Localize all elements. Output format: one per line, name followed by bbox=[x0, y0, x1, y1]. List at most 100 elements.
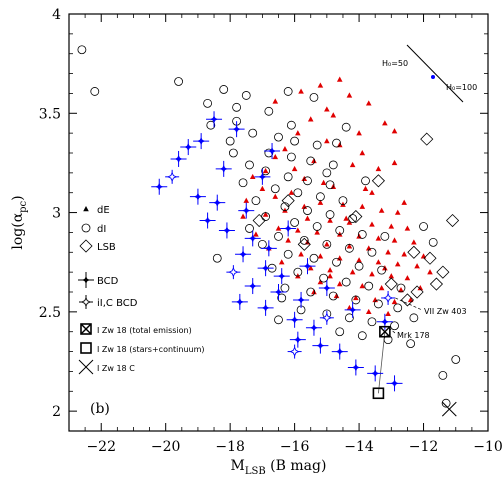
data-point bbox=[362, 185, 369, 191]
data-point bbox=[436, 265, 450, 279]
data-point bbox=[264, 143, 281, 160]
data-point bbox=[275, 225, 282, 231]
data-point bbox=[354, 261, 364, 271]
data-point bbox=[417, 285, 424, 291]
data-point bbox=[331, 343, 348, 360]
data-point bbox=[206, 111, 223, 128]
data-point bbox=[209, 194, 226, 211]
data-point bbox=[338, 196, 348, 206]
data-point bbox=[394, 261, 401, 267]
data-point bbox=[367, 365, 384, 382]
data-point bbox=[244, 230, 261, 247]
data-point bbox=[325, 210, 335, 219]
y-tick-label: 3 bbox=[52, 206, 61, 222]
data-point bbox=[327, 217, 333, 223]
data-point bbox=[336, 255, 343, 261]
legend: dE dI LSB BCD iI,C BCD I Zw 18 (total emissio… bbox=[78, 205, 205, 375]
data-point bbox=[203, 98, 212, 108]
data-point bbox=[291, 165, 298, 172]
data-point bbox=[394, 209, 401, 215]
data-point bbox=[400, 293, 414, 307]
data-point bbox=[218, 222, 235, 239]
legend-marker bbox=[81, 223, 91, 233]
data-point bbox=[385, 310, 391, 317]
data-point bbox=[324, 106, 330, 112]
data-point bbox=[90, 87, 100, 96]
data-point bbox=[290, 218, 300, 227]
data-point bbox=[365, 245, 372, 251]
data-point bbox=[388, 273, 395, 279]
data-point bbox=[351, 295, 361, 305]
axes: −22 −20 −18 −16 −14 −12 −10 2 2.5 3 3.5 4 MLSB (B ma… bbox=[10, 7, 503, 477]
data-point bbox=[348, 214, 358, 223]
data-point bbox=[357, 331, 367, 341]
data-point bbox=[427, 269, 433, 275]
legend-label: I Zw 18 C bbox=[97, 364, 135, 373]
data-point bbox=[335, 327, 345, 337]
legend-marker bbox=[79, 239, 93, 253]
data-point bbox=[356, 233, 362, 239]
legend-item-de: dE bbox=[83, 205, 110, 216]
data-point bbox=[244, 278, 261, 295]
legend-label: BCD bbox=[97, 276, 119, 287]
data-point bbox=[336, 231, 343, 237]
series-ii-c-bcd bbox=[165, 169, 396, 359]
data-point bbox=[299, 258, 316, 275]
data-point bbox=[349, 269, 356, 275]
h0-line bbox=[406, 44, 464, 103]
data-point bbox=[317, 82, 324, 88]
h0-annotation: H₀=50 H₀=100 bbox=[382, 44, 477, 103]
data-point bbox=[301, 203, 308, 209]
data-point bbox=[375, 259, 382, 265]
data-point bbox=[398, 287, 404, 293]
data-point bbox=[282, 207, 288, 213]
data-point bbox=[225, 136, 235, 146]
data-point bbox=[328, 160, 338, 170]
data-point bbox=[317, 279, 324, 285]
legend-marker bbox=[79, 295, 93, 309]
data-point bbox=[451, 355, 461, 364]
data-point bbox=[320, 179, 327, 185]
data-point bbox=[410, 285, 424, 299]
data-point bbox=[232, 102, 242, 112]
data-point bbox=[322, 239, 332, 249]
data-point bbox=[374, 299, 383, 309]
data-point bbox=[356, 257, 362, 263]
data-point bbox=[174, 77, 183, 86]
data-point bbox=[311, 157, 317, 164]
data-point bbox=[341, 122, 351, 132]
x-tick-label: −12 bbox=[409, 439, 439, 455]
data-point bbox=[251, 196, 261, 206]
data-point bbox=[349, 209, 363, 224]
data-point bbox=[193, 133, 210, 150]
legend-marker bbox=[78, 272, 94, 288]
vii-zw-403-label: VII Zw 403 bbox=[424, 307, 467, 316]
data-point bbox=[367, 317, 377, 327]
data-point bbox=[441, 401, 457, 417]
data-point bbox=[170, 150, 187, 167]
data-point bbox=[372, 387, 385, 400]
data-point bbox=[336, 76, 343, 82]
series-de bbox=[240, 76, 433, 317]
data-point bbox=[359, 283, 366, 289]
data-point bbox=[245, 224, 254, 233]
data-point bbox=[252, 213, 266, 228]
data-point bbox=[299, 235, 309, 245]
series-di bbox=[77, 45, 461, 408]
data-point bbox=[257, 299, 274, 316]
data-point bbox=[206, 120, 216, 130]
data-point bbox=[238, 178, 248, 188]
data-point bbox=[364, 281, 374, 291]
data-point bbox=[298, 88, 304, 94]
data-point bbox=[278, 259, 285, 265]
data-point bbox=[293, 188, 303, 198]
data-point bbox=[365, 308, 372, 315]
legend-label: iI,C BCD bbox=[97, 298, 138, 309]
annotations: H₀=50 H₀=100 VII Zw 403 Mrk 178 bbox=[382, 44, 477, 340]
data-point bbox=[303, 206, 312, 215]
data-point bbox=[270, 284, 287, 300]
data-point bbox=[306, 287, 316, 297]
legend-label: dI bbox=[97, 224, 106, 235]
data-point bbox=[228, 121, 245, 138]
